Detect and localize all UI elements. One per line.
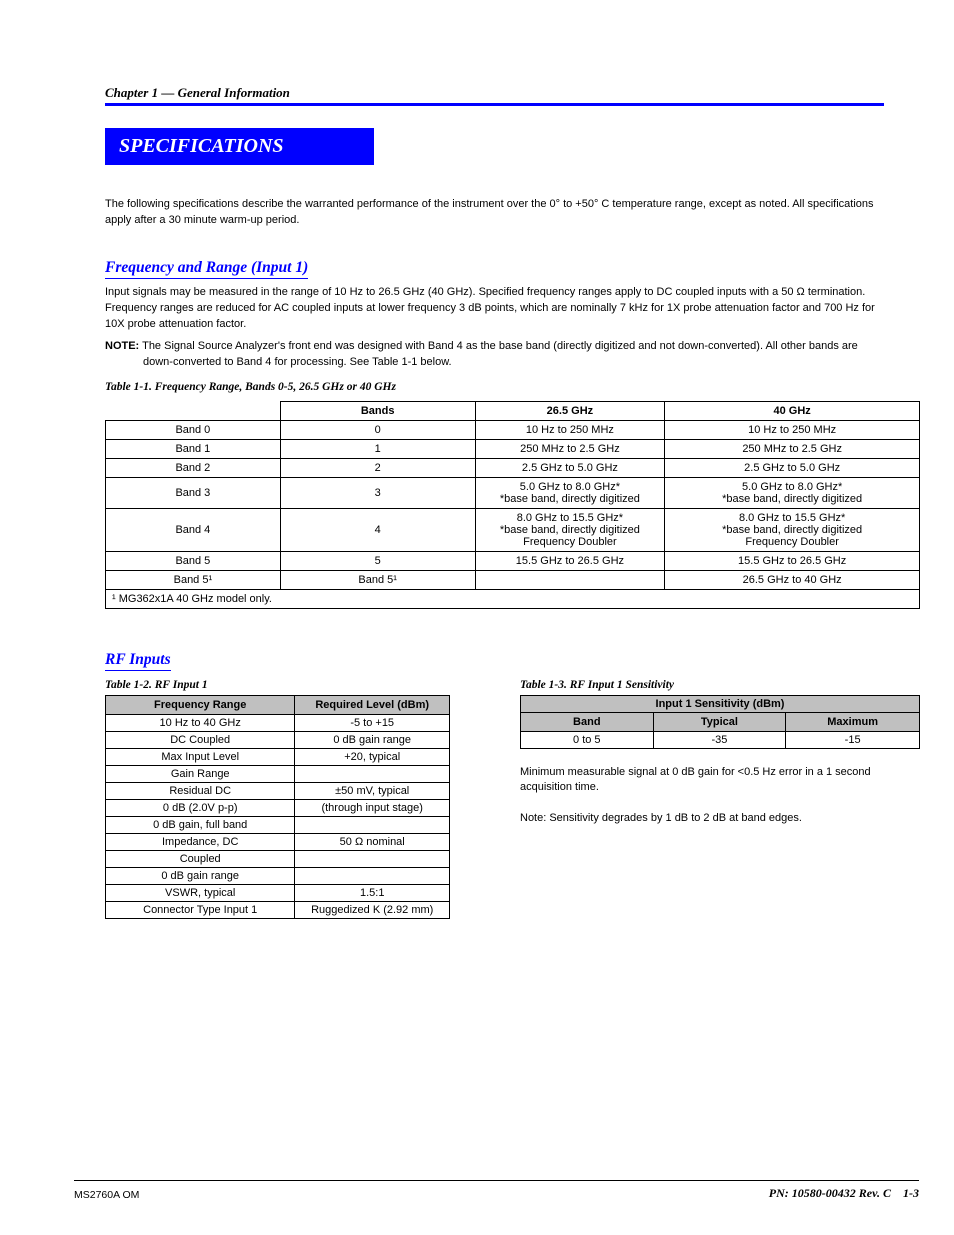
table-1-2-caption: Table 1-2. RF Input 1: [105, 679, 450, 691]
footer-left-text: MS2760A OM: [74, 1189, 139, 1201]
footer-right: PN: 10580-00432 Rev. C 1-3: [769, 1186, 919, 1201]
heading-rf-inputs: RF Inputs: [105, 651, 171, 671]
table-cell: Band 4: [106, 508, 281, 551]
table-cell: Band 1: [106, 439, 281, 458]
table-cell: 2.5 GHz to 5.0 GHz: [475, 458, 665, 477]
table-cell: 8.0 GHz to 15.5 GHz**base band, directly…: [665, 508, 920, 551]
table-header-cell: 40 GHz: [665, 401, 920, 420]
table-cell: 0 dB gain range: [106, 867, 295, 884]
table-cell: DC Coupled: [106, 731, 295, 748]
table-cell: 5.0 GHz to 8.0 GHz**base band, directly …: [475, 477, 665, 508]
table-footnote-cell: ¹ MG362x1A 40 GHz model only.: [106, 589, 920, 608]
table-cell: 2.5 GHz to 5.0 GHz: [665, 458, 920, 477]
col-rf-input1: Table 1-2. RF Input 1 Frequency RangeReq…: [105, 679, 450, 919]
table-cell: 5.0 GHz to 8.0 GHz**base band, directly …: [665, 477, 920, 508]
header-rule: [105, 103, 884, 106]
table-rf-input1: Frequency RangeRequired Level (dBm)10 Hz…: [105, 695, 450, 919]
table-header-cell: 26.5 GHz: [475, 401, 665, 420]
table-cell: Connector Type Input 1: [106, 901, 295, 918]
table-cell: 5: [280, 551, 475, 570]
table-rf-sensitivity: Input 1 Sensitivity (dBm)BandTypicalMaxi…: [520, 695, 920, 749]
table-cell: 0 dB (2.0V p-p): [106, 799, 295, 816]
table-header-cell: [106, 401, 281, 420]
table-cell: ±50 mV, typical: [295, 782, 450, 799]
table-cell: Max Input Level: [106, 748, 295, 765]
footer-right-pn: PN: 10580-00432 Rev. C: [769, 1186, 891, 1200]
specifications-intro: The following specifications describe th…: [105, 197, 884, 229]
table-cell: 1.5:1: [295, 884, 450, 901]
running-header: Chapter 1 — General Information: [105, 85, 884, 101]
table-cell: 0 to 5: [521, 731, 654, 748]
table-header-cell: Band: [521, 712, 654, 731]
table-cell: (through input stage): [295, 799, 450, 816]
section-specifications-box: SPECIFICATIONS: [105, 128, 374, 165]
table-cell: -15: [786, 731, 920, 748]
footer-page: 1-3: [903, 1186, 919, 1200]
table-cell: 0 dB gain, full band: [106, 816, 295, 833]
note-body: The Signal Source Analyzer's front end w…: [142, 340, 858, 368]
table-cell: Coupled: [106, 850, 295, 867]
table-header-cell: Frequency Range: [106, 695, 295, 714]
table-cell: 250 MHz to 2.5 GHz: [475, 439, 665, 458]
table-cell: 1: [280, 439, 475, 458]
table-cell: [295, 850, 450, 867]
para-frequency-range-body: Input signals may be measured in the ran…: [105, 285, 884, 333]
table-cell: Gain Range: [106, 765, 295, 782]
section-specifications-label: SPECIFICATIONS: [119, 135, 284, 157]
col-rf-sensitivity: Table 1-3. RF Input 1 Sensitivity Input …: [520, 679, 920, 919]
table-cell: 15.5 GHz to 26.5 GHz: [665, 551, 920, 570]
rf-inputs-two-column: Table 1-2. RF Input 1 Frequency RangeReq…: [105, 679, 884, 919]
table-cell: Ruggedized K (2.92 mm): [295, 901, 450, 918]
table-cell: Residual DC: [106, 782, 295, 799]
table-cell: -35: [653, 731, 786, 748]
table-cell: 10 Hz to 250 MHz: [475, 420, 665, 439]
table-cell: [295, 867, 450, 884]
running-header-text: Chapter 1 — General Information: [105, 85, 290, 100]
table-cell: [475, 570, 665, 589]
table-cell: Band 5¹: [106, 570, 281, 589]
table-header-cell: Required Level (dBm): [295, 695, 450, 714]
frequency-range-note: NOTE: The Signal Source Analyzer's front…: [105, 339, 884, 371]
heading-frequency-range: Frequency and Range (Input 1): [105, 259, 308, 279]
table-cell: Band 0: [106, 420, 281, 439]
table-cell: [295, 765, 450, 782]
sensitivity-note: Minimum measurable signal at 0 dB gain f…: [520, 765, 920, 827]
table-frequency-range: Bands26.5 GHz40 GHzBand 0010 Hz to 250 M…: [105, 401, 920, 609]
table-cell: 0 dB gain range: [295, 731, 450, 748]
table-header-cell: Typical: [653, 712, 786, 731]
table-header-cell: Maximum: [786, 712, 920, 731]
note-label: NOTE:: [105, 340, 139, 352]
table-cell: Impedance, DC: [106, 833, 295, 850]
table-cell: VSWR, typical: [106, 884, 295, 901]
table-title-cell: Input 1 Sensitivity (dBm): [521, 695, 920, 712]
footer-left: MS2760A OM: [74, 1189, 139, 1201]
table-cell: [295, 816, 450, 833]
table-cell: Band 5¹: [280, 570, 475, 589]
table-cell: 50 Ω nominal: [295, 833, 450, 850]
footer-rule: [74, 1180, 919, 1181]
table-cell: Band 3: [106, 477, 281, 508]
table-cell: Band 5: [106, 551, 281, 570]
table-cell: 2: [280, 458, 475, 477]
table-cell: -5 to +15: [295, 714, 450, 731]
table-cell: 10 Hz to 40 GHz: [106, 714, 295, 731]
table-cell: Band 2: [106, 458, 281, 477]
table-cell: 26.5 GHz to 40 GHz: [665, 570, 920, 589]
table-cell: +20, typical: [295, 748, 450, 765]
table-1-3-caption: Table 1-3. RF Input 1 Sensitivity: [520, 679, 920, 691]
table-header-cell: Bands: [280, 401, 475, 420]
table-cell: 10 Hz to 250 MHz: [665, 420, 920, 439]
table-cell: 4: [280, 508, 475, 551]
table-cell: 0: [280, 420, 475, 439]
table-cell: 3: [280, 477, 475, 508]
table-cell: 15.5 GHz to 26.5 GHz: [475, 551, 665, 570]
table-cell: 8.0 GHz to 15.5 GHz**base band, directly…: [475, 508, 665, 551]
table-1-1-caption: Table 1-1. Frequency Range, Bands 0-5, 2…: [105, 381, 884, 393]
table-cell: 250 MHz to 2.5 GHz: [665, 439, 920, 458]
